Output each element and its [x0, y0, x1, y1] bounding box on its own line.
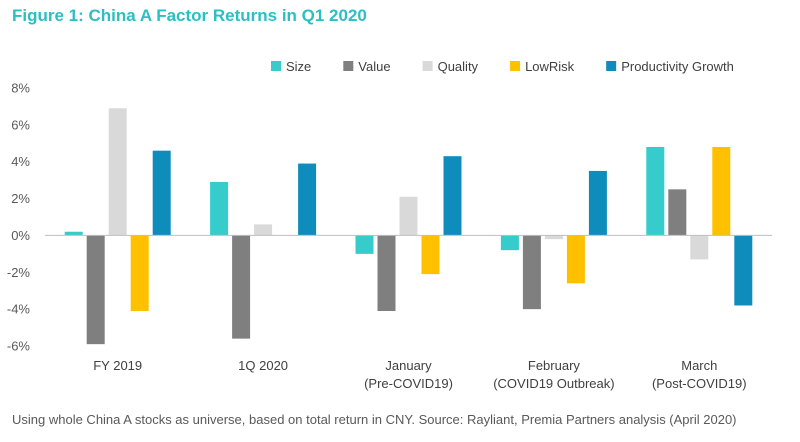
x-category-label: (Post-COVID19)	[652, 376, 747, 391]
y-tick-label: -2%	[7, 265, 31, 280]
legend-swatch	[422, 61, 433, 71]
bar-value	[668, 189, 687, 236]
bar-value	[377, 235, 396, 311]
x-category-label: (Pre-COVID19)	[364, 376, 453, 391]
bar-quality	[399, 196, 418, 236]
bar-chart: Size Value Quality LowRisk Productivity Grow…	[7, 59, 772, 391]
y-tick-label: 2%	[11, 191, 30, 206]
bar-productivity-growth	[443, 156, 462, 236]
bar-productivity-growth	[152, 150, 171, 236]
bar-productivity-growth	[734, 235, 753, 306]
x-category-label: (COVID19 Outbreak)	[493, 376, 614, 391]
bar-quality	[108, 108, 127, 236]
bar-size	[210, 181, 229, 236]
legend-label: Value	[358, 59, 390, 74]
chart-title: Figure 1: China A Factor Returns in Q1 2…	[12, 6, 367, 25]
y-tick-label: 8%	[11, 81, 30, 96]
legend-label: Productivity Growth	[621, 59, 734, 74]
legend-label: Size	[286, 59, 311, 74]
x-category-label: March	[681, 358, 717, 373]
bar-size	[646, 146, 665, 236]
y-tick-label: -4%	[7, 302, 31, 317]
bar-size	[500, 235, 519, 251]
legend: Size Value Quality LowRisk Productivity Grow…	[271, 59, 734, 74]
source-footnote: Using whole China A stocks as universe, …	[12, 412, 737, 427]
y-tick-label: 6%	[11, 117, 30, 132]
bar-quality	[254, 224, 273, 236]
x-category-label: January	[385, 358, 432, 373]
legend-swatch	[343, 61, 354, 71]
y-axis: 8% 6% 4% 2% 0% -2% -4% -6%	[7, 81, 31, 354]
x-axis-labels: FY 2019 1Q 2020 January (Pre-COVID19) Februa…	[93, 358, 746, 391]
x-category-label: FY 2019	[93, 358, 142, 373]
bar-productivity-growth	[298, 163, 317, 236]
x-category-label: 1Q 2020	[238, 358, 288, 373]
legend-swatch	[271, 61, 281, 71]
bar-value	[522, 235, 541, 310]
legend-label: LowRisk	[525, 59, 575, 74]
bar-lowrisk	[421, 235, 440, 275]
y-tick-label: 4%	[11, 154, 30, 169]
bar-size	[355, 235, 374, 254]
bar-lowrisk	[130, 235, 149, 311]
x-category-label: February	[528, 358, 581, 373]
bar-productivity-growth	[588, 170, 607, 236]
legend-swatch	[606, 61, 617, 71]
y-tick-label: -6%	[7, 339, 31, 354]
bar-value	[86, 235, 105, 345]
bar-value	[232, 235, 251, 339]
bar-size	[64, 231, 83, 236]
bars	[64, 108, 753, 345]
bar-lowrisk	[566, 235, 585, 284]
legend-label: Quality	[438, 59, 479, 74]
bar-quality	[544, 235, 563, 240]
y-tick-label: 0%	[11, 228, 30, 243]
bar-quality	[690, 235, 709, 260]
legend-swatch	[510, 61, 521, 71]
bar-lowrisk	[712, 146, 731, 236]
